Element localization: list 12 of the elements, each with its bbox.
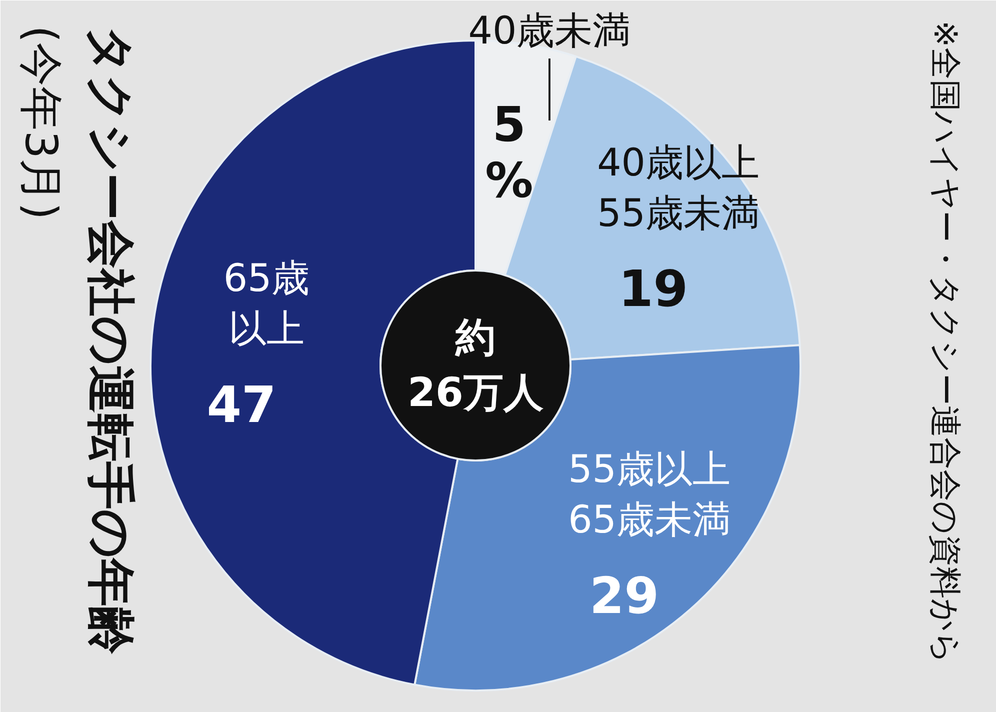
text: ※全国ハイヤー・タクシー連合会の資料から xyxy=(926,20,964,664)
data-label: 19 xyxy=(618,260,688,318)
text: タクシー会社の運転手の年齢 xyxy=(82,26,138,654)
slice-label: 40歳未満 xyxy=(468,8,631,52)
data-label: 47 xyxy=(206,376,276,434)
slice-label: 55歳以上65歳未満 xyxy=(568,446,730,542)
slice-label: 40歳以上55歳未満 xyxy=(597,140,760,235)
data-label: 5% xyxy=(485,97,534,210)
text: (今年3月) xyxy=(15,26,66,220)
text: 約26万人 xyxy=(408,314,544,416)
data-label: 29 xyxy=(590,566,660,625)
slice-label: 65歳以上 xyxy=(223,256,310,351)
